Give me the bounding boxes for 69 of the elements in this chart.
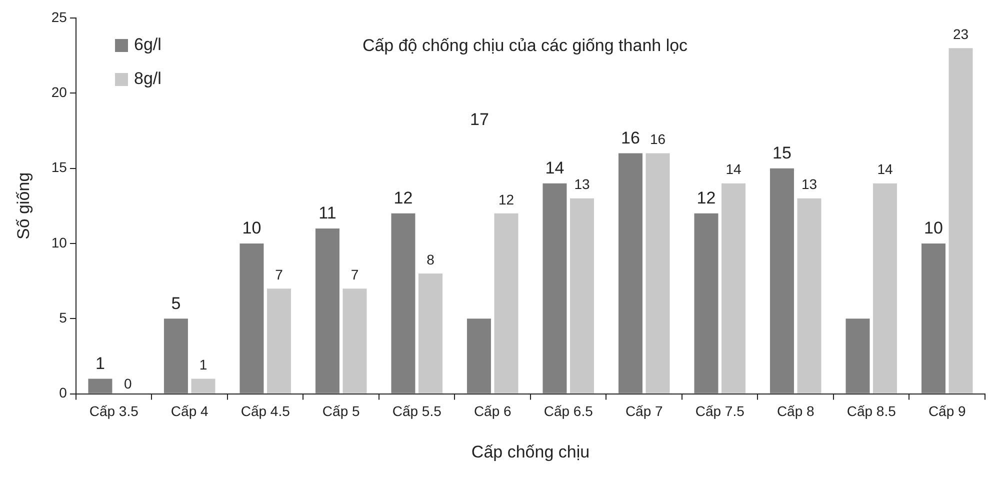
bar: [797, 198, 822, 394]
data-label: 1: [95, 354, 105, 373]
text: Cấp độ chống chịu của các giống thanh lọc: [362, 36, 688, 55]
bar: [770, 168, 794, 394]
data-label: 12: [498, 191, 514, 208]
legend-label: 8g/l: [134, 69, 162, 89]
bar: [694, 213, 718, 394]
data-label: 13: [574, 176, 590, 192]
data-label: 14: [877, 161, 894, 178]
bar: [542, 183, 567, 394]
annotation: 17: [470, 110, 489, 130]
x-tick-label: Cấp 6: [474, 403, 512, 420]
bar: [342, 288, 367, 394]
bar: [618, 153, 642, 394]
bar: [921, 243, 946, 394]
bar: [722, 183, 746, 394]
x-tick-label: Cấp 7: [625, 403, 664, 420]
bar: [466, 318, 491, 394]
bar: [873, 183, 898, 394]
data-label: 10: [924, 218, 943, 238]
x-tick-label: Cấp 4.5: [240, 403, 290, 420]
data-label: 10: [242, 218, 262, 238]
y-tick-label: 15: [51, 159, 68, 176]
y-tick-label: 5: [59, 310, 68, 326]
bar: [391, 213, 416, 394]
bar: [846, 318, 870, 394]
x-tick-label: Cấp 5: [322, 403, 360, 420]
bar: [570, 198, 594, 394]
data-label: 16: [621, 128, 640, 148]
bar: [494, 213, 518, 394]
data-label: 12: [394, 188, 413, 208]
bar: [315, 228, 340, 394]
data-label: 1: [199, 356, 208, 373]
y-tick-label: 10: [51, 234, 68, 250]
x-tick-label: Cấp 3.5: [89, 403, 139, 420]
data-label: 8: [426, 251, 435, 268]
data-label: 7: [275, 266, 284, 282]
data-label: 23: [952, 26, 969, 42]
data-label: 14: [726, 161, 742, 178]
bar: [418, 274, 442, 394]
y-tick-label: 20: [51, 84, 68, 100]
x-tick-label: Cấp 4: [170, 403, 208, 420]
data-label: 7: [350, 266, 359, 282]
x-tick-label: Cấp 7.5: [695, 403, 745, 420]
x-tick-label: Cấp 5.5: [392, 403, 442, 420]
data-label: 12: [696, 188, 716, 208]
data-label: 13: [801, 176, 818, 192]
y-tick-label: 0: [59, 384, 68, 401]
x-tick-label: Cấp 6.5: [544, 403, 594, 420]
bar: [646, 153, 670, 394]
annotation: 0: [124, 376, 132, 392]
bar: [191, 378, 216, 394]
bar: [266, 288, 291, 394]
x-axis-title: Cấp chống chịu: [471, 442, 590, 462]
x-tick-label: Cấp 8: [776, 403, 815, 420]
bar: [88, 378, 112, 394]
x-tick-label: Cấp 9: [928, 403, 966, 420]
y-axis-title: Số giống: [14, 172, 33, 240]
y-tick-label: 25: [51, 8, 68, 25]
data-label: 14: [545, 158, 564, 178]
x-tick-label: Cấp 8.5: [846, 403, 896, 420]
data-label: 16: [650, 131, 666, 148]
legend-label: 6g/l: [134, 35, 162, 55]
bar: [164, 318, 188, 394]
data-label: 5: [171, 294, 181, 313]
bar: [948, 48, 973, 394]
data-label: 11: [318, 204, 336, 223]
bar: [240, 243, 264, 394]
data-label: 15: [772, 144, 792, 163]
